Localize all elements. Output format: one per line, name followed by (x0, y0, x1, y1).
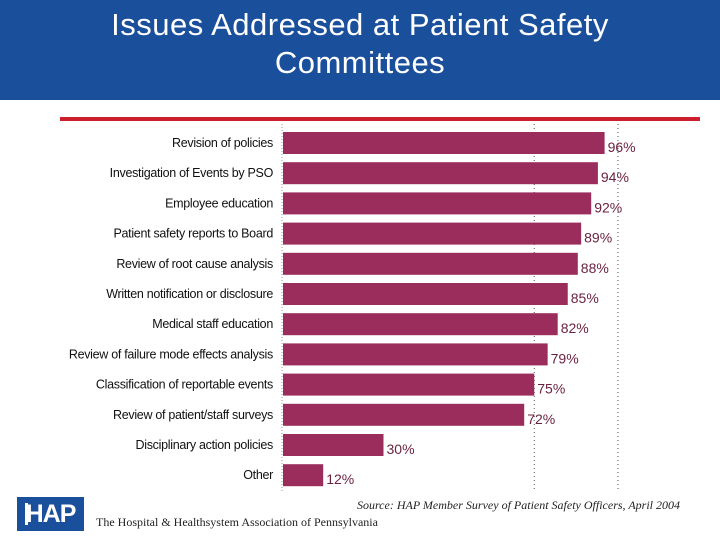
bar-12 (283, 464, 324, 487)
category-label-1: Revision of policies (172, 136, 273, 150)
organization-name: The Hospital & Healthsystem Association … (96, 515, 378, 529)
category-label-11: Disciplinary action policies (136, 438, 274, 452)
category-label-8: Review of failure mode effects analysis (69, 347, 273, 361)
accent-divider (60, 117, 700, 121)
logo-bar (25, 503, 28, 525)
value-label-5: 88% (581, 260, 609, 276)
category-label-2: Investigation of Events by PSO (110, 166, 274, 180)
bar-7 (283, 313, 558, 336)
category-label-7: Medical staff education (152, 317, 273, 331)
bar-2 (283, 162, 598, 185)
category-label-9: Classification of reportable events (96, 378, 273, 392)
bar-4 (283, 222, 582, 245)
value-label-4: 89% (584, 230, 612, 246)
page-title-line-1: Issues Addressed at Patient Safety (111, 7, 609, 42)
value-label-10: 72% (527, 411, 555, 427)
value-label-11: 30% (387, 441, 415, 457)
category-label-4: Patient safety reports to Board (113, 227, 273, 241)
category-label-6: Written notification or disclosure (106, 287, 273, 301)
bar-1 (283, 132, 605, 154)
bar-3 (283, 192, 592, 215)
title-banner: Issues Addressed at Patient Safety Commi… (0, 0, 720, 100)
bar-5 (283, 252, 578, 275)
bar-10 (283, 403, 525, 426)
category-label-3: Employee education (165, 196, 273, 210)
bar-9 (283, 373, 535, 396)
value-label-7: 82% (561, 320, 589, 336)
value-label-1: 96% (608, 139, 636, 155)
value-label-8: 79% (551, 350, 579, 366)
value-label-12: 12% (326, 471, 354, 487)
logo-text: HAP (25, 500, 77, 528)
bar-chart: Revision of policies 96% Investigation of … (69, 124, 636, 492)
bar-8 (283, 343, 548, 366)
value-label-3: 92% (594, 199, 622, 215)
category-label-5: Review of root cause analysis (116, 257, 273, 271)
category-label-12: Other (243, 468, 273, 482)
source-note: Source: HAP Member Survey of Patient Saf… (356, 498, 680, 512)
bar-11 (283, 434, 384, 456)
category-label-10: Review of patient/staff surveys (113, 408, 273, 422)
bar-6 (283, 283, 568, 305)
page-title: Issues Addressed at Patient Safety Commi… (0, 6, 720, 82)
value-label-9: 75% (537, 381, 565, 397)
value-label-6: 85% (571, 290, 599, 306)
hap-logo: HAP (17, 497, 84, 531)
value-label-2: 94% (601, 169, 629, 185)
page-title-line-2: Committees (274, 45, 446, 80)
